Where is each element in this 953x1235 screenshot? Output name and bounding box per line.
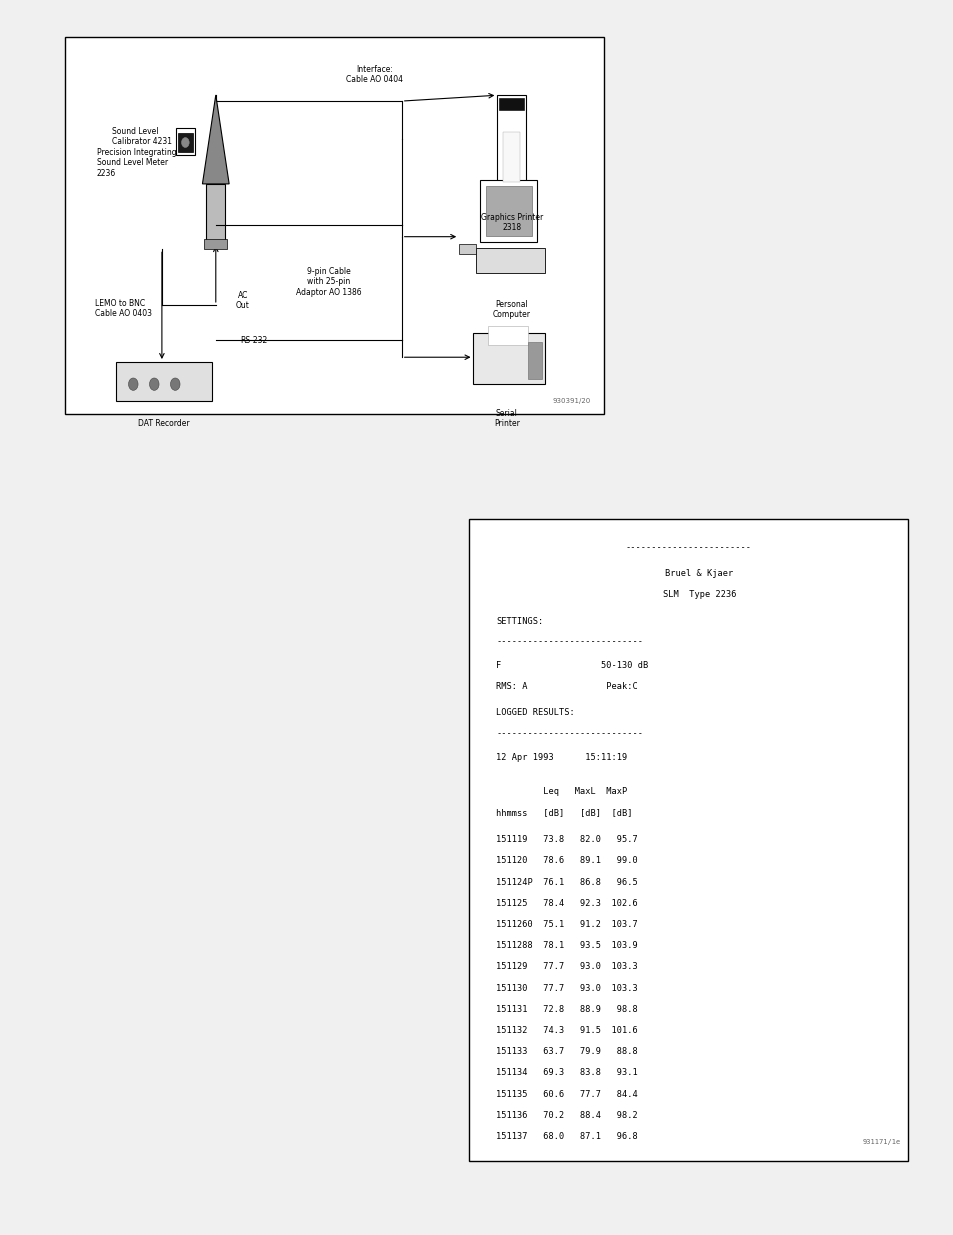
Bar	[476, 248, 544, 273]
Text: ----------------------------: ----------------------------	[496, 637, 642, 646]
Circle shape	[129, 378, 138, 390]
Bar	[204, 240, 227, 249]
Text: Serial
Printer: Serial Printer	[494, 409, 519, 429]
Bar	[487, 326, 527, 345]
Text: SLM  Type 2236: SLM Type 2236	[640, 590, 736, 599]
FancyBboxPatch shape	[469, 519, 907, 1161]
Bar	[498, 98, 523, 110]
Text: Graphics Printer
2318: Graphics Printer 2318	[480, 212, 542, 232]
Circle shape	[171, 378, 180, 390]
FancyBboxPatch shape	[65, 37, 603, 414]
Text: AC
Out: AC Out	[235, 291, 250, 310]
Text: 151125   78.4   92.3  102.6: 151125 78.4 92.3 102.6	[496, 899, 638, 908]
Text: 151136   70.2   88.4   98.2: 151136 70.2 88.4 98.2	[496, 1110, 638, 1120]
Text: 151132   74.3   91.5  101.6: 151132 74.3 91.5 101.6	[496, 1026, 638, 1035]
Text: 9-pin Cable
with 25-pin
Adaptor AO 1386: 9-pin Cable with 25-pin Adaptor AO 1386	[295, 267, 361, 296]
Bar	[497, 95, 525, 188]
Text: 151135   60.6   77.7   84.4: 151135 60.6 77.7 84.4	[496, 1089, 638, 1099]
Text: Bruel & Kjaer: Bruel & Kjaer	[643, 569, 733, 578]
Text: Leq   MaxL  MaxP: Leq MaxL MaxP	[496, 787, 627, 797]
Text: ----------------------------: ----------------------------	[496, 730, 642, 739]
Bar	[177, 132, 193, 152]
Text: RMS: A               Peak:C: RMS: A Peak:C	[496, 683, 638, 692]
Text: Precision Integrating
Sound Level Meter
2236: Precision Integrating Sound Level Meter …	[96, 148, 176, 178]
Text: ------------------------: ------------------------	[625, 543, 751, 552]
Bar	[473, 332, 544, 384]
Bar	[175, 127, 194, 154]
Text: DAT Recorder: DAT Recorder	[138, 419, 190, 427]
Text: 151133   63.7   79.9   88.8: 151133 63.7 79.9 88.8	[496, 1047, 638, 1056]
Text: 930391/20: 930391/20	[552, 399, 590, 404]
Text: 151119   73.8   82.0   95.7: 151119 73.8 82.0 95.7	[496, 835, 638, 845]
Text: 1511260  75.1   91.2  103.7: 1511260 75.1 91.2 103.7	[496, 920, 638, 929]
Text: 931171/1e: 931171/1e	[862, 1139, 900, 1145]
Text: 151137   68.0   87.1   96.8: 151137 68.0 87.1 96.8	[496, 1132, 638, 1141]
Bar	[116, 362, 212, 401]
Text: 151120   78.6   89.1   99.0: 151120 78.6 89.1 99.0	[496, 857, 638, 866]
Text: 1511288  78.1   93.5  103.9: 1511288 78.1 93.5 103.9	[496, 941, 638, 950]
Bar	[485, 186, 531, 236]
Bar	[527, 342, 541, 379]
Text: 151131   72.8   88.9   98.8: 151131 72.8 88.9 98.8	[496, 1005, 638, 1014]
Text: LOGGED RESULTS:: LOGGED RESULTS:	[496, 708, 575, 718]
Text: RS-232: RS-232	[240, 336, 267, 345]
Text: hhmmss   [dB]   [dB]  [dB]: hhmmss [dB] [dB] [dB]	[496, 809, 632, 818]
Bar	[458, 245, 476, 254]
Text: 151130   77.7   93.0  103.3: 151130 77.7 93.0 103.3	[496, 983, 638, 993]
Text: F                   50-130 dB: F 50-130 dB	[496, 661, 648, 669]
Text: Sound Level
Calibrator 4231: Sound Level Calibrator 4231	[112, 127, 172, 146]
Text: Interface:
Cable AO 0404: Interface: Cable AO 0404	[346, 65, 403, 84]
Polygon shape	[202, 95, 229, 184]
Bar	[479, 180, 537, 242]
Text: SETTINGS:: SETTINGS:	[496, 618, 543, 626]
Text: 151134   69.3   83.8   93.1: 151134 69.3 83.8 93.1	[496, 1068, 638, 1077]
Text: 151129   77.7   93.0  103.3: 151129 77.7 93.0 103.3	[496, 962, 638, 972]
Circle shape	[181, 137, 189, 147]
Circle shape	[150, 378, 159, 390]
Text: 151124P  76.1   86.8   96.5: 151124P 76.1 86.8 96.5	[496, 878, 638, 887]
Bar	[502, 132, 519, 182]
Text: Personal
Computer: Personal Computer	[492, 300, 530, 320]
Bar	[206, 184, 225, 243]
Text: 12 Apr 1993      15:11:19: 12 Apr 1993 15:11:19	[496, 753, 627, 762]
Text: LEMO to BNC
Cable AO 0403: LEMO to BNC Cable AO 0403	[94, 299, 152, 317]
